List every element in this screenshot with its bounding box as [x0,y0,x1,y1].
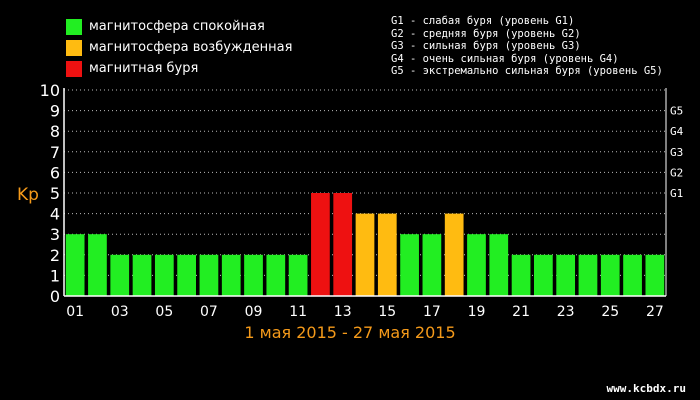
bar-07 [199,254,219,296]
x-tick-label: 25 [601,304,619,320]
x-tick-label: 15 [378,304,396,320]
legend-swatch-quiet [66,18,82,35]
bar-27 [645,254,665,296]
storm-level-g3: G3 - сильная буря (уровень G3) [391,40,581,52]
bar-15 [377,213,397,296]
y-tick-label: 6 [50,163,60,182]
legend-item-active: магнитосфера возбужденная [66,37,292,58]
bar-09 [244,254,263,296]
y-tick-label: 7 [50,143,60,162]
legend-item-quiet: магнитосфера спокойная [66,16,292,37]
bar-19 [467,234,486,296]
right-tick-label-G1: G1 [670,187,683,200]
legend-label-quiet: магнитосфера спокойная [89,19,265,34]
y-tick-label: 5 [50,184,60,203]
y-tick-label: 3 [50,225,60,244]
bar-23 [556,254,576,296]
y-tick-label: 4 [50,205,60,224]
x-tick-label: 13 [334,304,352,320]
legend-swatch-active [66,39,82,56]
bar-08 [221,254,241,296]
axes [63,88,667,297]
x-tick-label: 05 [155,304,173,320]
bar-10 [266,254,286,296]
bar-12 [311,193,330,296]
legend-swatch-storm [66,60,82,77]
x-tick-label: 17 [423,304,441,320]
bar-26 [623,254,642,296]
x-tick-label: 03 [111,304,129,320]
y-tick-label: 2 [50,246,60,265]
x-tick-label: 23 [557,304,575,320]
y-tick-label: 8 [50,122,60,141]
bar-06 [177,254,196,296]
legend: магнитосфера спокойная магнитосфера возб… [66,16,292,79]
storm-level-g5: G5 - экстремально сильная буря (уровень … [391,65,663,77]
bar-18 [444,213,464,296]
right-tick-label-G2: G2 [670,166,683,179]
x-tick-label: 09 [245,304,263,320]
bar-20 [489,234,509,296]
bar-01 [65,234,85,296]
y-tick-label: 10 [40,81,60,100]
storm-level-g2: G2 - средняя буря (уровень G2) [391,27,581,40]
bar-04 [132,254,152,296]
y-tick-label: 1 [50,266,60,285]
date-range: 1 мая 2015 - 27 мая 2015 [244,323,456,342]
legend-item-storm: магнитная буря [66,58,292,79]
bar-13 [333,193,353,296]
y-axis-label: Kp [17,185,39,205]
bar-24 [578,254,598,296]
bar-25 [600,254,620,296]
bar-16 [400,234,419,296]
x-tick-label: 21 [512,304,530,320]
bar-17 [422,234,442,296]
right-tick-label-G4: G4 [670,125,684,138]
bar-14 [355,213,375,296]
bars [65,193,665,296]
bar-03 [110,254,130,296]
x-tick-label: 27 [646,304,664,320]
bar-02 [88,234,107,296]
x-tick-label: 11 [289,304,307,320]
bar-21 [511,254,531,296]
bar-05 [154,254,174,296]
right-tick-label-G3: G3 [670,146,683,159]
right-tick-label-G5: G5 [670,105,683,118]
y-tick-label: 0 [50,287,60,306]
x-tick-label: 01 [66,304,84,320]
site-link[interactable]: www.kcbdx.ru [606,382,686,395]
x-tick-label: 19 [468,304,486,320]
storm-level-legend: G1 - слабая буря (уровень G1) G2 - средн… [391,15,663,78]
legend-label-active: магнитосфера возбужденная [89,40,293,55]
y-tick-label: 9 [50,102,60,121]
storm-level-g4: G4 - очень сильная буря (уровень G4) [391,52,619,65]
legend-label-storm: магнитная буря [89,61,199,76]
bar-11 [288,254,308,296]
x-tick-label: 07 [200,304,218,320]
bar-22 [534,254,553,296]
storm-level-g1: G1 - слабая буря (уровень G1) [391,15,575,27]
